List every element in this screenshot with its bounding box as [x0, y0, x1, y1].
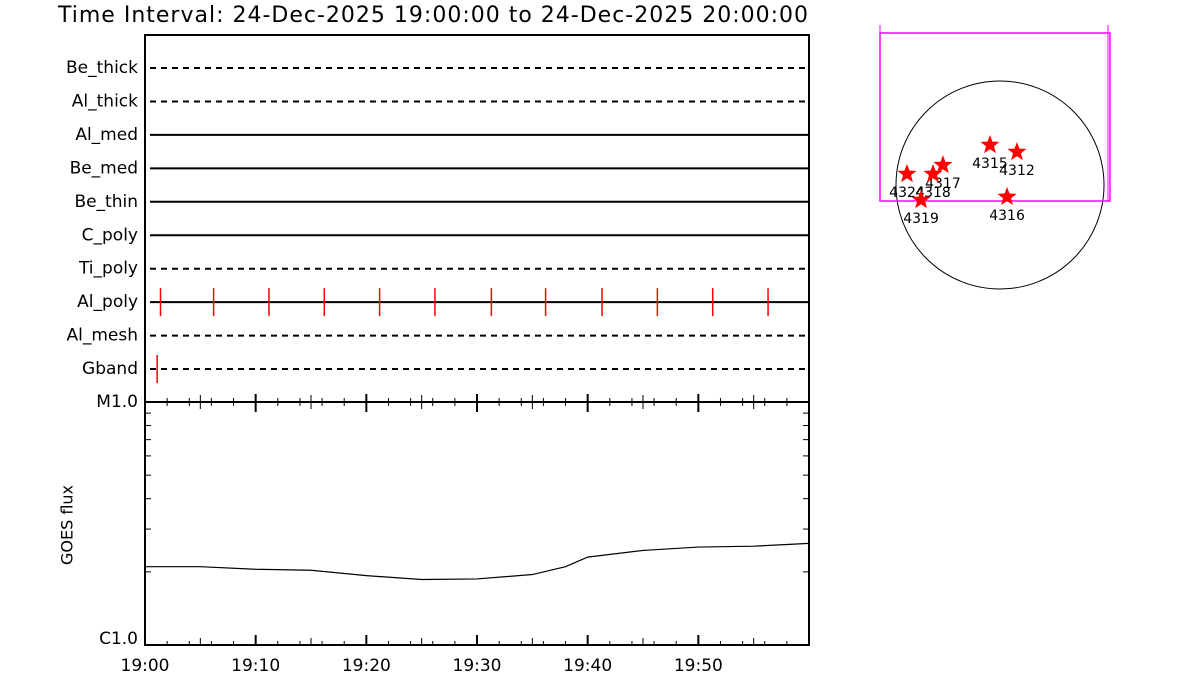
active-region — [933, 155, 953, 174]
sun-disk — [895, 80, 1105, 290]
region-label: 4316 — [989, 208, 1025, 224]
filter-label: Al_med — [75, 125, 138, 145]
active-region — [923, 164, 943, 183]
region-label: 4317 — [925, 176, 961, 192]
x-tick-label: 19:20 — [342, 656, 391, 676]
region-label: 4312 — [999, 163, 1035, 179]
y-tick-label: M1.0 — [96, 392, 138, 412]
region-label: 4315 — [972, 156, 1008, 172]
filter-label: Al_mesh — [66, 326, 138, 346]
y-axis-label: GOES flux — [58, 485, 77, 565]
filter-label: Be_thick — [66, 58, 138, 78]
active-region — [897, 164, 917, 183]
x-tick-label: 19:10 — [231, 656, 280, 676]
filter-label: Be_thin — [74, 192, 138, 212]
title: Time Interval: 24-Dec-2025 19:00:00 to 2… — [57, 3, 809, 28]
region-label: 4319 — [903, 211, 939, 227]
active-region — [980, 135, 1000, 154]
x-tick-label: 19:30 — [453, 656, 502, 676]
goes-curve — [145, 542, 810, 581]
filter-label: Al_thick — [72, 91, 138, 111]
active-region — [997, 186, 1017, 205]
filter-label: Gband — [82, 359, 138, 379]
active-region — [1007, 142, 1027, 161]
filter-label: C_poly — [82, 225, 138, 245]
x-tick-label: 19:40 — [563, 656, 612, 676]
x-tick-label: 19:50 — [674, 656, 723, 676]
filter-label: Ti_poly — [78, 259, 138, 279]
filter-label: Be_med — [70, 158, 138, 178]
filter-label: Al_poly — [77, 292, 138, 312]
x-tick-label: 19:00 — [121, 656, 170, 676]
fov-box — [879, 32, 1111, 202]
y-tick-label: C1.0 — [99, 629, 138, 649]
active-region — [911, 190, 931, 209]
